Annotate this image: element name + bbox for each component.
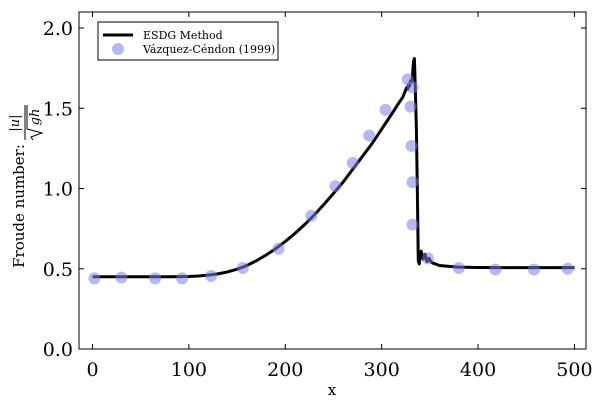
x-tick-label: 0: [86, 359, 98, 381]
y-tick-label: 0.0: [43, 339, 73, 361]
data-point-reference: [329, 180, 342, 193]
data-point-reference: [115, 271, 128, 284]
legend-box: [97, 21, 279, 61]
data-point-reference: [272, 242, 285, 255]
data-point-reference: [346, 156, 359, 169]
y-tick-label: 2.0: [43, 18, 73, 40]
x-tick-label: 400: [460, 359, 496, 381]
data-point-reference: [363, 129, 376, 142]
data-point-reference: [527, 263, 540, 276]
y-axis: 0.0 0.5 1.0 1.5 2.0: [43, 18, 586, 361]
data-point-reference: [305, 209, 318, 222]
data-point-reference: [404, 100, 417, 113]
y-axis-label-numerator: |u|: [8, 114, 23, 131]
data-point-reference: [421, 252, 434, 265]
data-point-reference: [489, 263, 502, 276]
legend-label-reference: Vázquez-Céndon (1999): [142, 43, 275, 56]
y-axis-label-prefix: Froude number:: [10, 144, 28, 268]
x-axis-label: x: [328, 381, 337, 399]
y-tick-label: 1.0: [43, 179, 73, 201]
x-axis: 0 100 200 300 400 500: [86, 12, 593, 381]
x-tick-label: 300: [364, 359, 400, 381]
data-point-reference: [205, 269, 218, 282]
data-point-reference: [406, 218, 419, 231]
legend-swatch-reference: [112, 43, 124, 55]
y-tick-label: 0.5: [43, 259, 73, 281]
series-layer: [88, 57, 575, 285]
data-point-reference: [452, 261, 465, 274]
plot-area: [78, 11, 587, 350]
data-point-reference: [176, 272, 189, 285]
legend-label-esdg: ESDG Method: [143, 29, 223, 42]
y-tick-label: 1.5: [43, 98, 73, 120]
data-point-reference: [236, 261, 249, 274]
x-tick-label: 500: [556, 359, 592, 381]
data-point-reference: [561, 262, 574, 275]
y-axis-label-sqrt-sign: [26, 105, 44, 141]
data-point-reference: [88, 272, 101, 285]
data-point-reference: [406, 176, 419, 189]
x-tick-label: 200: [267, 359, 303, 381]
y-axis-label: Froude number: |u| gh: [8, 105, 44, 268]
y-axis-label-denominator: gh: [28, 109, 43, 126]
data-point-reference: [406, 81, 419, 94]
legend: ESDG Method Vázquez-Céndon (1999): [97, 21, 279, 61]
data-point-reference: [405, 139, 418, 152]
data-point-reference: [379, 103, 392, 116]
data-point-reference: [149, 272, 162, 285]
x-tick-label: 100: [171, 359, 207, 381]
